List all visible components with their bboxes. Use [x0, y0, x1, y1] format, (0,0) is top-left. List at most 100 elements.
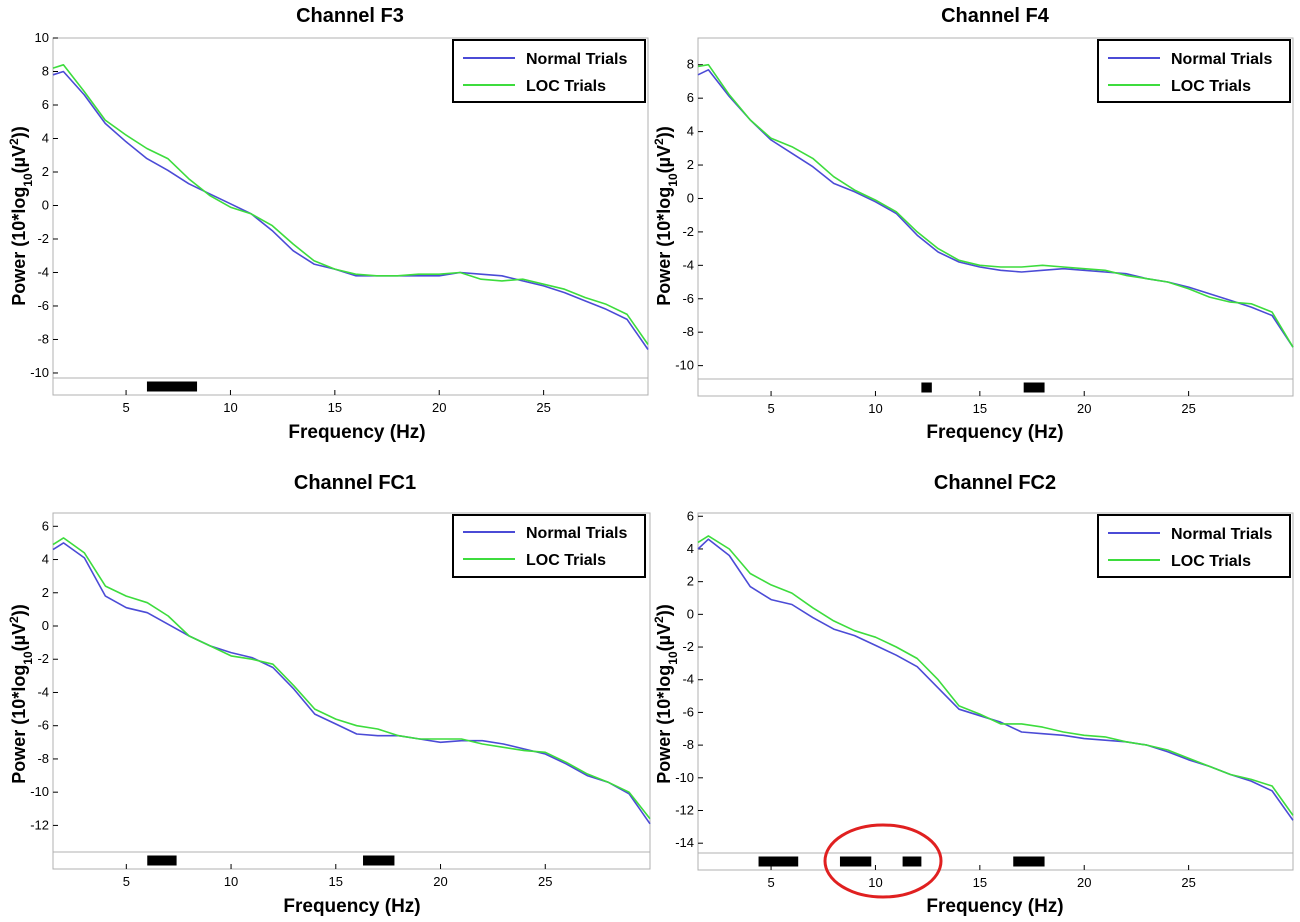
significance-bar — [839, 856, 872, 867]
x-tick-label: 15 — [973, 875, 987, 890]
legend-label-normal: Normal Trials — [1171, 51, 1272, 68]
significance-bar — [902, 856, 922, 867]
x-axis-ticks: 5 10 15 20 25 — [123, 864, 552, 889]
significance-markers — [921, 382, 1045, 393]
y-tick-label: -12 — [675, 803, 694, 818]
x-axis-label: Frequency (Hz) — [288, 422, 425, 443]
y-tick-label: -2 — [682, 639, 694, 654]
x-axis-ticks: 5 10 15 20 25 — [767, 391, 1196, 416]
x-tick-label: 15 — [329, 874, 343, 889]
y-axis-ticks: 10 8 6 4 2 0 -2 -4 -6 -8 -10 — [30, 30, 58, 380]
y-tick-label: 6 — [687, 90, 694, 105]
x-tick-label: 25 — [1181, 875, 1195, 890]
legend-label-loc: LOC Trials — [1171, 78, 1251, 95]
x-tick-label: 25 — [1181, 401, 1195, 416]
legend-label-loc: LOC Trials — [1171, 553, 1251, 570]
legend-label-normal: Normal Trials — [1171, 526, 1272, 543]
chart-title: Channel F3 — [296, 5, 404, 27]
x-tick-label: 5 — [767, 875, 774, 890]
y-tick-label: -14 — [675, 835, 694, 850]
y-tick-label: 2 — [42, 585, 49, 600]
legend-label-loc: LOC Trials — [526, 552, 606, 569]
series-line-loc-trials — [52, 64, 649, 345]
y-tick-label: -6 — [37, 298, 49, 313]
y-tick-label: -6 — [682, 291, 694, 306]
legend: Normal Trials LOC Trials — [452, 514, 646, 578]
significance-bar — [1023, 382, 1045, 393]
legend: Normal Trials LOC Trials — [452, 39, 646, 103]
x-tick-label: 5 — [767, 401, 774, 416]
y-axis-label: Power (10*log10(µV2)) — [652, 604, 680, 783]
y-tick-label: -10 — [675, 358, 694, 373]
legend: Normal Trials LOC Trials — [1097, 514, 1291, 578]
y-tick-label: 4 — [42, 552, 49, 567]
y-axis-ticks: 6 4 2 0 -2 -4 -6 -8 -10 -12 — [30, 518, 58, 832]
y-tick-label: -8 — [37, 751, 49, 766]
y-tick-label: -10 — [30, 365, 49, 380]
legend-label-normal: Normal Trials — [526, 525, 627, 542]
y-axis-label: Power (10*log10(µV2)) — [652, 126, 680, 305]
significance-markers — [147, 855, 395, 866]
legend-box — [1097, 39, 1291, 103]
legend: Normal Trials LOC Trials — [1097, 39, 1291, 103]
y-tick-label: 0 — [42, 618, 49, 633]
y-tick-label: 4 — [687, 541, 694, 556]
x-tick-label: 20 — [1077, 401, 1091, 416]
y-tick-label: 2 — [687, 574, 694, 589]
x-tick-label: 15 — [328, 400, 342, 415]
y-tick-label: 8 — [42, 63, 49, 78]
y-tick-label: -4 — [682, 257, 694, 272]
y-tick-label: -10 — [675, 770, 694, 785]
x-tick-label: 25 — [536, 400, 550, 415]
y-tick-label: 6 — [42, 97, 49, 112]
y-tick-label: -2 — [682, 224, 694, 239]
y-tick-label: -4 — [37, 264, 49, 279]
x-tick-label: 5 — [122, 400, 129, 415]
y-tick-label: -4 — [37, 684, 49, 699]
y-tick-label: -10 — [30, 784, 49, 799]
x-axis-label: Frequency (Hz) — [926, 896, 1063, 917]
y-tick-label: 4 — [42, 130, 49, 145]
x-tick-label: 10 — [224, 874, 238, 889]
y-tick-label: 0 — [42, 197, 49, 212]
x-tick-label: 10 — [868, 401, 882, 416]
x-axis-label: Frequency (Hz) — [926, 422, 1063, 443]
y-tick-label: 10 — [35, 30, 49, 45]
significance-markers — [146, 381, 198, 392]
y-tick-label: -6 — [37, 718, 49, 733]
x-tick-label: 10 — [223, 400, 237, 415]
y-tick-label: 8 — [687, 57, 694, 72]
y-tick-label: -2 — [37, 651, 49, 666]
x-tick-label: 15 — [973, 401, 987, 416]
legend-label-normal: Normal Trials — [526, 51, 627, 68]
highlight-ellipse — [823, 823, 943, 899]
x-tick-label: 20 — [1077, 875, 1091, 890]
x-axis-ticks: 5 10 15 20 25 — [767, 865, 1196, 890]
series-line-normal-trials — [52, 542, 651, 825]
series-line-loc-trials — [697, 63, 1294, 348]
x-tick-label: 10 — [868, 875, 882, 890]
series-line-normal-trials — [697, 69, 1294, 348]
x-axis-ticks: 5 10 15 20 25 — [122, 390, 551, 415]
y-tick-label: -8 — [682, 324, 694, 339]
y-tick-label: -6 — [682, 704, 694, 719]
y-tick-label: 0 — [687, 190, 694, 205]
y-tick-label: -8 — [682, 737, 694, 752]
x-tick-label: 20 — [433, 874, 447, 889]
y-tick-label: 2 — [687, 157, 694, 172]
series-lines — [52, 64, 649, 350]
legend-label-loc: LOC Trials — [526, 78, 606, 95]
legend-box — [1097, 514, 1291, 578]
chart-title: Channel FC2 — [934, 472, 1056, 494]
x-tick-label: 25 — [538, 874, 552, 889]
significance-markers — [758, 856, 1045, 867]
y-tick-label: -8 — [37, 331, 49, 346]
series-lines — [52, 537, 651, 825]
y-tick-label: 4 — [687, 124, 694, 139]
significance-bar — [146, 381, 198, 392]
significance-bar — [147, 855, 177, 866]
